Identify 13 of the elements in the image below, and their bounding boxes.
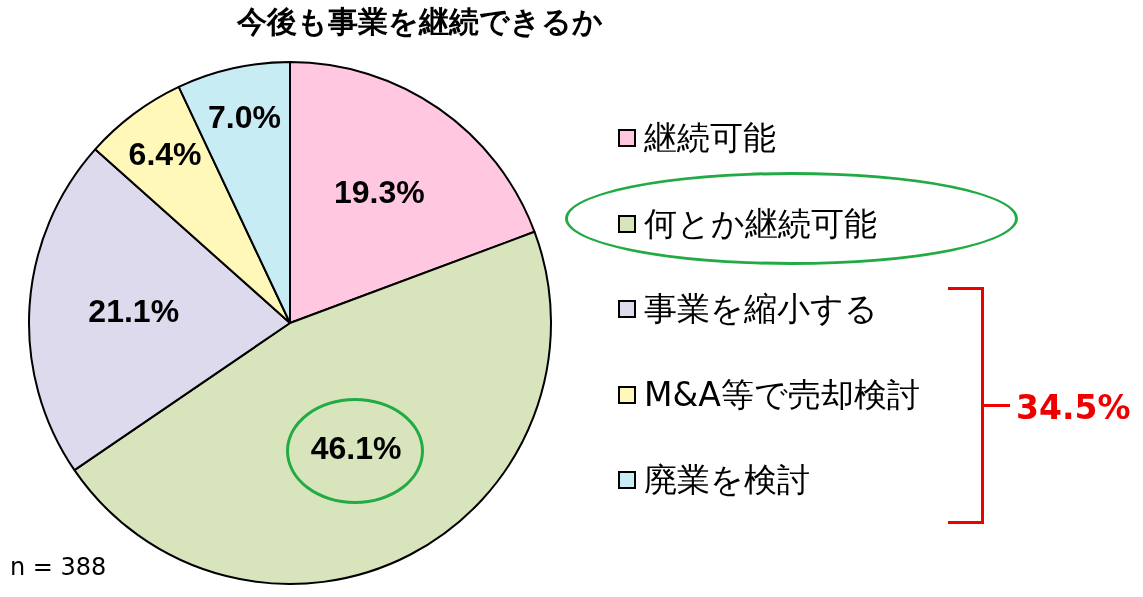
legend-label: M&A等で売却検討 [644,373,920,416]
text: 34.5% [1016,388,1131,427]
text: n = 388 [10,553,107,581]
data-label: 6.4% [128,135,202,172]
legend-label: 廃業を検討 [644,459,810,501]
legend-label: 何とか継続可能 [644,202,877,245]
data-label: 21.1% [88,292,180,329]
legend-label: 事業を縮小する [644,288,878,330]
data-label: 7.0% [207,99,281,136]
data-label: 19.3% [333,174,425,211]
legend-label: 継続可能 [644,117,776,159]
chart-title: 今後も事業を継続できるか [236,3,604,41]
data-label: 46.1% [310,430,402,467]
